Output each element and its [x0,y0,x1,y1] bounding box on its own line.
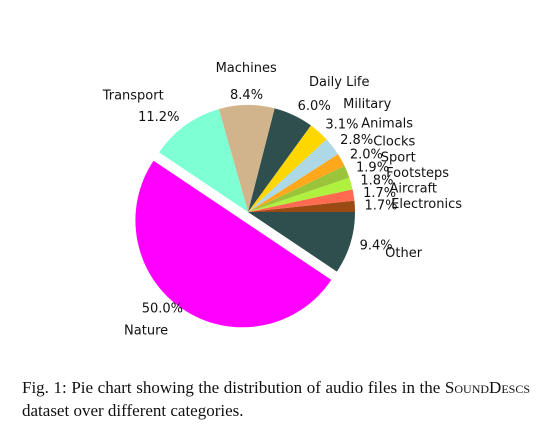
pct-label-sport: 1.9% [356,161,389,176]
pie-chart: 1.7%Electronics1.7%Aircraft1.8%Footsteps… [102,61,463,339]
category-label-clocks: Clocks [373,135,415,150]
category-label-other: Other [385,246,423,261]
pie-slice-military [248,125,327,212]
category-label-daily-life: Daily Life [309,75,369,90]
pct-label-animals: 2.8% [340,133,373,148]
pct-label-clocks: 2.0% [350,148,383,163]
caption-suffix: dataset over different categories. [22,401,244,420]
category-label-military: Military [343,97,391,112]
pct-label-electronics: 1.7% [364,198,397,213]
pie-slice-machines [218,104,275,212]
pct-label-transport: 11.2% [138,110,179,125]
pct-label-footsteps: 1.8% [360,173,393,188]
figure-caption: Fig. 1: Pie chart showing the distributi… [22,376,530,422]
pie-slice-electronics [248,200,355,212]
category-label-transport: Transport [102,89,164,104]
category-label-sport: Sport [381,150,416,165]
category-label-machines: Machines [216,61,277,76]
pct-label-machines: 8.4% [230,88,263,103]
pie-slice-transport [159,109,248,212]
pie-slice-sport [248,165,350,212]
category-label-animals: Animals [361,117,413,132]
category-label-electronics: Electronics [391,197,462,212]
pct-label-aircraft: 1.7% [363,186,396,201]
pct-label-nature: 50.0% [142,301,183,316]
category-label-aircraft: Aircraft [390,182,437,197]
pie-slice-footsteps [248,177,353,212]
pie-slice-other [248,212,355,272]
category-label-nature: Nature [124,324,168,339]
pie-slice-daily-life [248,108,311,212]
pie-slice-aircraft [248,189,355,212]
pct-label-other: 9.4% [360,238,393,253]
category-label-footsteps: Footsteps [386,166,449,181]
caption-dataset-name: SoundDescs [444,378,530,397]
pie-slice-nature [135,160,332,328]
caption-prefix: Fig. 1: Pie chart showing the distributi… [22,378,441,397]
pct-label-military: 3.1% [325,117,358,132]
pct-label-daily-life: 6.0% [298,99,331,114]
pie-slice-clocks [248,154,345,212]
pie-slice-animals [248,139,338,212]
